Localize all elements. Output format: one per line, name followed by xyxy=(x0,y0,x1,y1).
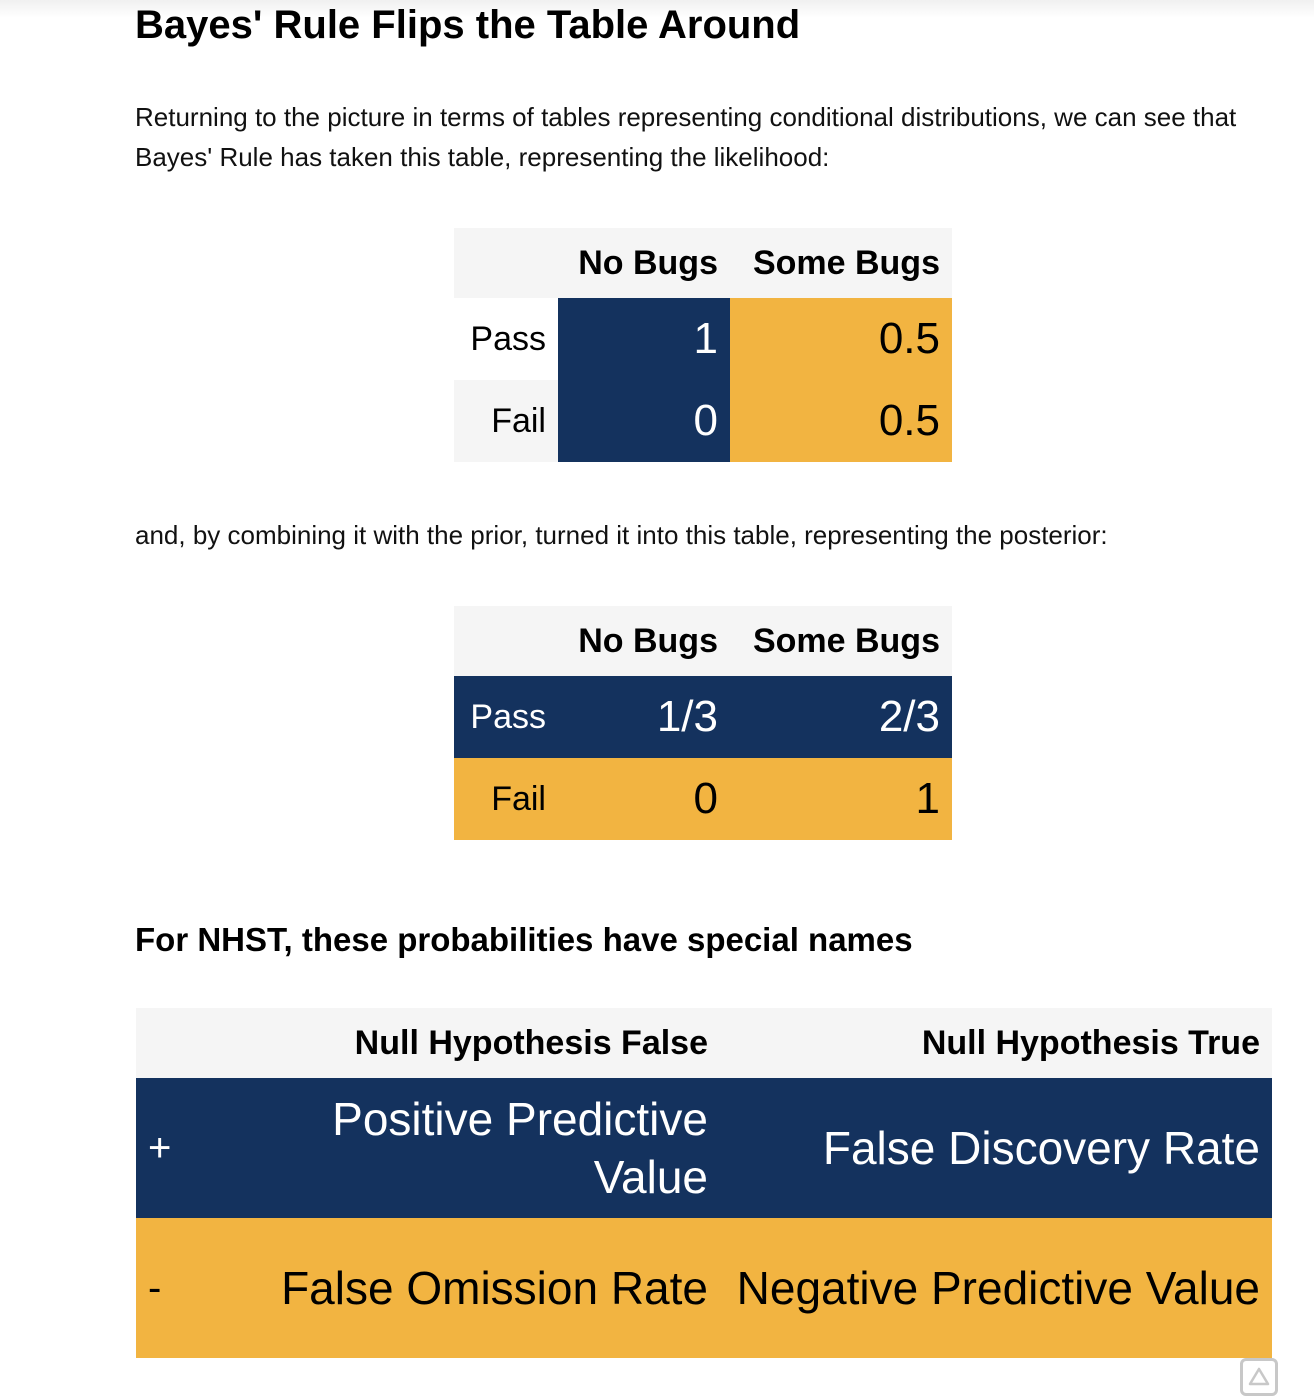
column-header: No Bugs xyxy=(558,228,730,298)
table-cell: 0 xyxy=(558,758,730,840)
row-label: + xyxy=(136,1078,266,1218)
top-shadow xyxy=(0,0,1314,18)
row-label: Fail xyxy=(454,758,558,840)
row-label: Pass xyxy=(454,298,558,380)
table-cell: Positive Predictive Value xyxy=(266,1078,720,1218)
nhst-heading: For NHST, these probabilities have speci… xyxy=(135,921,913,958)
table-header-row: No Bugs Some Bugs xyxy=(454,606,952,676)
row-label: Fail xyxy=(454,380,558,462)
nhst-table: Null Hypothesis False Null Hypothesis Tr… xyxy=(136,1008,1272,1358)
table-cell: 0.5 xyxy=(730,298,952,380)
table-header-row: No Bugs Some Bugs xyxy=(454,228,952,298)
intro-paragraph: Returning to the picture in terms of tab… xyxy=(135,102,1237,172)
table-cell: 0.5 xyxy=(730,380,952,462)
posterior-paragraph: and, by combining it with the prior, tur… xyxy=(135,520,1108,550)
table-cell: False Omission Rate xyxy=(266,1218,720,1358)
table-cell: 0 xyxy=(558,380,730,462)
table-row: + Positive Predictive Value False Discov… xyxy=(136,1078,1272,1218)
column-header: No Bugs xyxy=(558,606,730,676)
table-row: Pass 1 0.5 xyxy=(454,298,952,380)
column-header: Null Hypothesis False xyxy=(266,1008,720,1078)
table-cell: 1 xyxy=(558,298,730,380)
table-row: Fail 0 1 xyxy=(454,758,952,840)
column-header: Null Hypothesis True xyxy=(720,1008,1272,1078)
table-cell: 1/3 xyxy=(558,676,730,758)
page-title: Bayes' Rule Flips the Table Around xyxy=(135,3,801,47)
table-cell: False Discovery Rate xyxy=(720,1078,1272,1218)
corner-cell xyxy=(454,228,558,298)
triangle-up-icon xyxy=(1248,1367,1270,1386)
posterior-table: No Bugs Some Bugs Pass 1/3 2/3 Fail 0 1 xyxy=(454,606,952,840)
column-header: Some Bugs xyxy=(730,606,952,676)
likelihood-table: No Bugs Some Bugs Pass 1 0.5 Fail 0 0.5 xyxy=(454,228,952,462)
corner-cell xyxy=(136,1008,266,1078)
table-row: Fail 0 0.5 xyxy=(454,380,952,462)
column-header: Some Bugs xyxy=(730,228,952,298)
table-row: Pass 1/3 2/3 xyxy=(454,676,952,758)
table-header-row: Null Hypothesis False Null Hypothesis Tr… xyxy=(136,1008,1272,1078)
table-cell: 2/3 xyxy=(730,676,952,758)
row-label: - xyxy=(136,1218,266,1358)
table-cell: 1 xyxy=(730,758,952,840)
scroll-to-top-button[interactable] xyxy=(1240,1358,1278,1396)
table-cell: Negative Predictive Value xyxy=(720,1218,1272,1358)
corner-cell xyxy=(454,606,558,676)
table-row: - False Omission Rate Negative Predictiv… xyxy=(136,1218,1272,1358)
row-label: Pass xyxy=(454,676,558,758)
